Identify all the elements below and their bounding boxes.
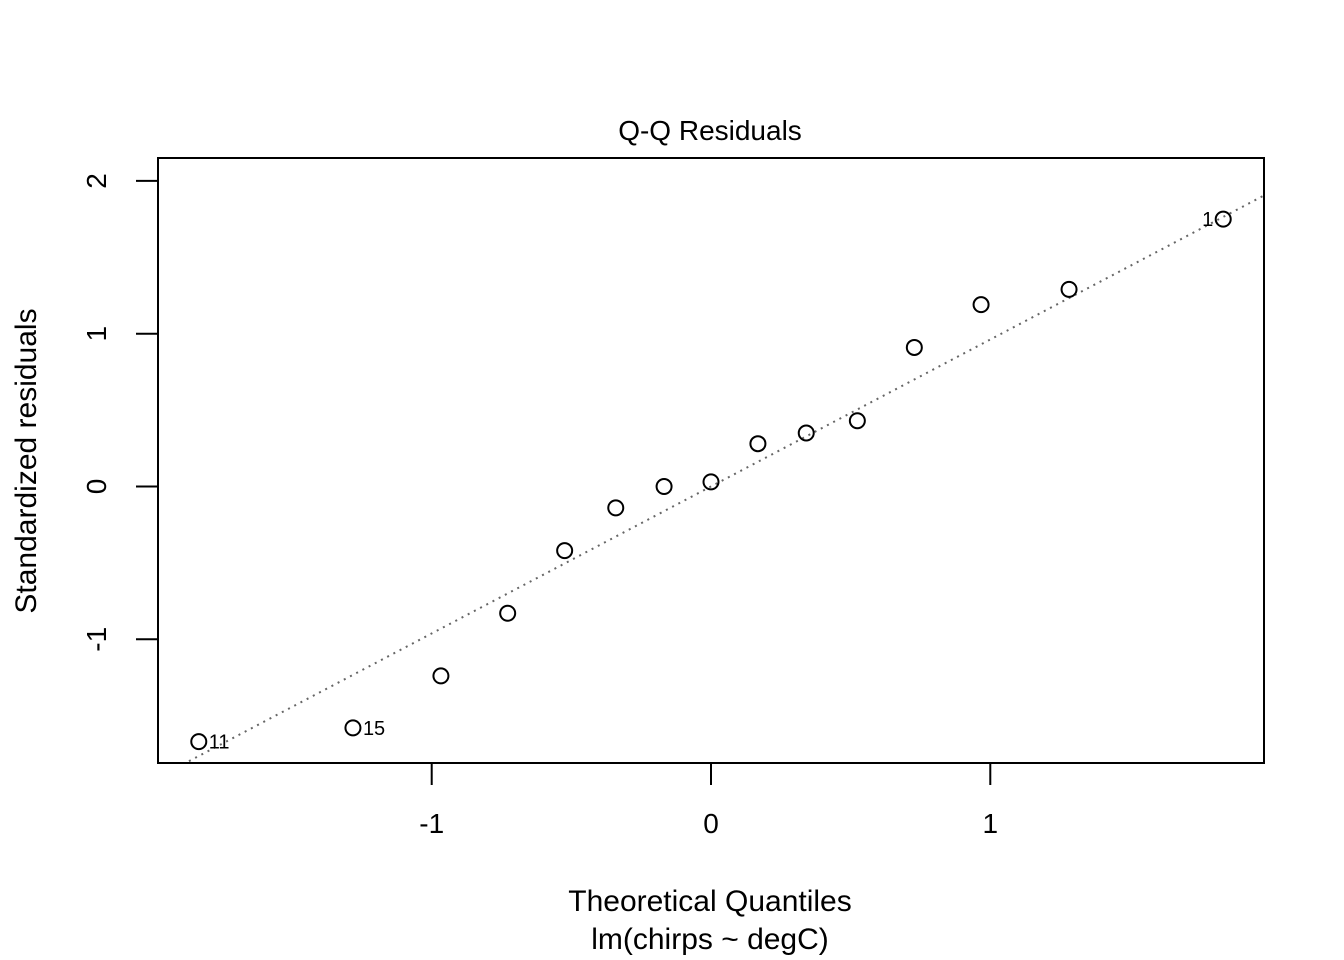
data-point [499,604,517,622]
qq-reference-line [183,194,1264,763]
plot-frame [157,157,1265,764]
x-axis-label: Theoretical Quantiles [568,885,851,918]
x-tick-label: 1 [983,808,999,839]
data-point [344,719,362,737]
data-point [607,499,625,517]
y-tick-label: 0 [81,479,112,495]
point-label: 15 [363,718,385,740]
y-tick-label: 2 [81,173,112,189]
data-point [797,424,815,442]
data-point [905,338,923,356]
point-label: 11 [209,732,230,754]
plot-area [183,194,1264,763]
data-point [972,296,990,314]
y-tick-label: 1 [81,326,112,342]
x-tick-label: -1 [419,808,444,839]
x-axis: -1 0 1 [419,762,999,839]
data-point [655,477,673,495]
x-tick-label: 0 [703,808,719,839]
data-point [848,412,866,430]
data-point [749,435,767,453]
chart-title: Q-Q Residuals [618,115,802,146]
y-tick-label: -1 [81,627,112,652]
data-point [432,667,450,685]
data-point [1214,210,1232,228]
data-point [556,542,574,560]
data-point [190,733,208,751]
x-axis-subtitle: lm(chirps ~ degC) [591,923,829,956]
data-point [1060,280,1078,298]
data-point [702,473,720,491]
y-axis: -1 0 1 2 [81,173,159,652]
y-axis-label: Standardized residuals [10,308,43,613]
point-label: 1 [1202,209,1213,231]
